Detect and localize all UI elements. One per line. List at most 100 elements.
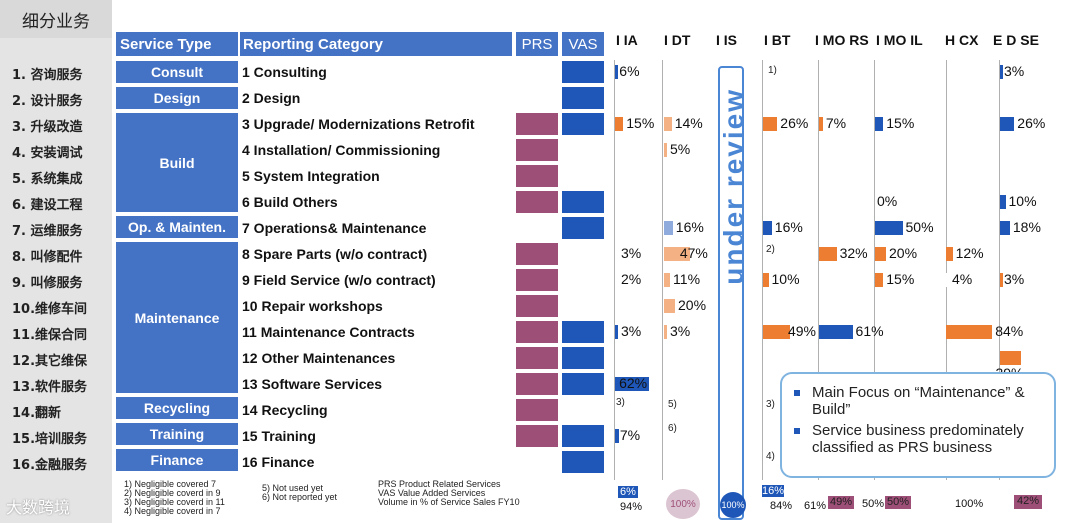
note-ref: 3)	[766, 399, 775, 410]
category-label: 4 Installation/ Commissioning	[242, 142, 441, 158]
prs-cell	[516, 269, 558, 291]
edse-operations-value: 18%	[1012, 219, 1041, 235]
business-row-label: 3. 升级改造	[12, 120, 83, 135]
footnote: 2) Negligible coverd in 9	[124, 488, 221, 498]
imoil-spare-parts-bar	[875, 247, 886, 261]
business-row-label: 1. 咨询服务	[12, 68, 83, 83]
vas-cell	[562, 373, 604, 395]
reporting-category-header: Reporting Category	[240, 32, 512, 56]
bullet-icon	[794, 428, 800, 434]
footnote: 4) Negligible coverd in 7	[124, 506, 221, 516]
vas-cell	[562, 61, 604, 83]
imoil-build-others-value: 0%	[877, 193, 898, 209]
total-imoil-vas: 50%	[862, 498, 885, 510]
hcx-spare-parts-value: 12%	[955, 245, 984, 261]
iia-training-bar	[615, 429, 619, 443]
imoil-spare-parts-value: 20%	[889, 245, 918, 261]
iia-upgrade-bar	[615, 117, 624, 131]
category-label: 7 Operations& Maintenance	[242, 220, 427, 236]
prs-cell	[516, 191, 558, 213]
column-divider	[999, 60, 1000, 480]
idt-repair-bar	[664, 299, 675, 313]
ibt-operations-value: 16%	[774, 219, 803, 235]
idt-maint-contracts-value: 3%	[670, 323, 691, 339]
imors-spare-parts-value: 32%	[839, 245, 868, 261]
total-imors-prs: 49%	[828, 496, 854, 509]
vas-cell	[562, 425, 604, 447]
callout-item: Main Focus on “Maintenance” & Build”	[794, 384, 1042, 418]
column-divider	[946, 60, 947, 480]
prs-cell	[516, 399, 558, 421]
footnotes-col3: PRS Product Related Services VAS Value A…	[378, 480, 520, 507]
category-label: 11 Maintenance Contracts	[242, 324, 415, 340]
iia-software-bar	[615, 377, 650, 391]
iia-field-service-bar	[615, 273, 618, 287]
division-header-iis: I IS	[716, 32, 738, 48]
total-ibt-prs: 84%	[770, 500, 793, 512]
edse-other-maint-bar	[1000, 351, 1022, 365]
vas-cell	[562, 321, 604, 343]
ibt-maint-contracts-bar	[763, 325, 790, 339]
column-divider	[874, 60, 875, 480]
category-label: 2 Design	[242, 90, 301, 106]
division-header-idt: I DT	[664, 32, 691, 48]
edse-consulting-value: 3%	[1004, 63, 1025, 79]
imoil-upgrade-value: 15%	[886, 115, 915, 131]
iia-consulting-value: 6%	[619, 63, 640, 79]
footnotes-col1: 1) Negligible covered 7 2) Negligible co…	[124, 480, 225, 516]
footnote: VAS Value Added Services	[378, 488, 486, 498]
business-row-label: 2. 设计服务	[12, 94, 83, 109]
ibt-field-service-value: 10%	[771, 271, 800, 287]
service-type-header: Service Type	[116, 32, 238, 56]
hcx-field-service-bar	[946, 273, 949, 287]
chart-title: Volume in % of Service Sales FY10	[378, 497, 520, 507]
total-ibt-vas: 16%	[762, 485, 785, 497]
business-row-label: 13.软件服务	[12, 380, 88, 395]
iia-training-value: 7%	[619, 427, 641, 443]
edse-field-service-value: 3%	[1004, 271, 1025, 287]
total-hcx: 100%	[955, 498, 984, 510]
footnote: 6) Not reported yet	[262, 492, 338, 502]
service-type-consult: Consult	[116, 61, 238, 83]
brand-logo: 大数跨境	[6, 498, 71, 517]
callout-text: Main Focus on “Maintenance” & Build”	[812, 384, 1025, 418]
imoil-operations-value: 50%	[905, 219, 934, 235]
iia-maint-contracts-value: 3%	[621, 323, 642, 339]
prs-cell	[516, 165, 558, 187]
edse-build-others-bar	[1000, 195, 1006, 209]
category-label: 5 System Integration	[242, 168, 380, 184]
idt-upgrade-bar	[664, 117, 672, 131]
total-idt: 100%	[666, 489, 700, 519]
business-row-label: 6. 建设工程	[12, 198, 83, 213]
bullet-icon	[794, 390, 800, 396]
vas-header: VAS	[562, 32, 604, 56]
imors-spare-parts-bar	[819, 247, 837, 261]
business-row-label: 8. 叫修配件	[12, 250, 83, 265]
prs-cell	[516, 243, 558, 265]
idt-operations-bar	[664, 221, 673, 235]
idt-installation-value: 5%	[670, 141, 691, 157]
service-type-finance: Finance	[116, 449, 238, 471]
service-type-training: Training	[116, 423, 238, 445]
column-divider	[818, 60, 819, 480]
edse-consulting-bar	[1000, 65, 1003, 79]
total-edse: 42%	[1014, 495, 1042, 509]
category-label: 12 Other Maintenances	[242, 350, 396, 366]
vas-cell	[562, 87, 604, 109]
idt-maint-contracts-bar	[664, 325, 667, 339]
division-header-imors: I MO RS	[815, 32, 869, 48]
idt-spare-parts-value: 47%	[679, 245, 708, 261]
business-row-label: 9. 叫修服务	[12, 276, 83, 291]
category-label: 3 Upgrade/ Modernizations Retrofit	[242, 116, 475, 132]
iia-spare-parts-value: 3%	[621, 245, 642, 261]
business-row-label: 14.翻新	[12, 406, 62, 421]
prs-cell	[516, 113, 558, 135]
footnote: 1) Negligible covered 7	[124, 479, 217, 489]
division-header-imoil: I MO IL	[876, 32, 923, 48]
idt-installation-bar	[664, 143, 667, 157]
iia-software-value: 62%	[619, 375, 648, 391]
category-label: 9 Field Service (w/o contract)	[242, 272, 436, 288]
idt-operations-value: 16%	[675, 219, 704, 235]
category-label: 13 Software Services	[242, 376, 383, 392]
edse-operations-bar	[1000, 221, 1010, 235]
